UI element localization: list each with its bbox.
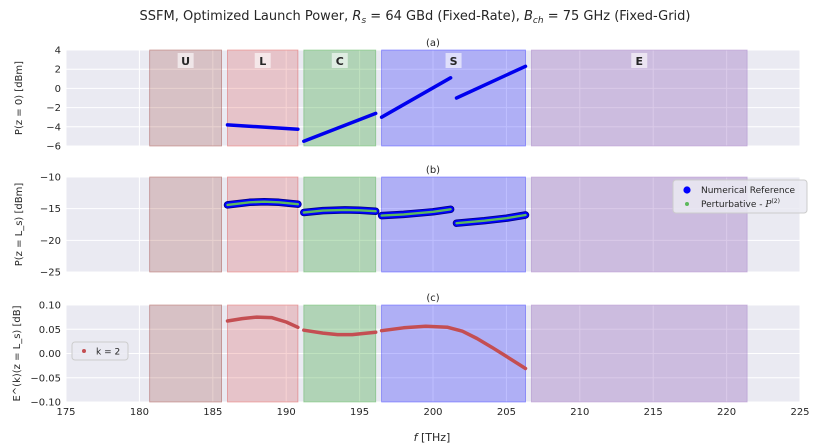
panel-2: (c) −0.10 −0.05 0.00 0.05 0.10 175 180 185 190 195… xyxy=(12,293,810,418)
band-label: E xyxy=(635,55,643,68)
y-axis-label: P(z = 0) [dBm] xyxy=(14,61,25,135)
panel-title: (a) xyxy=(426,38,440,49)
y-tick-label: −2 xyxy=(46,103,61,114)
legend-label-perturbative: Perturbative - P(2) xyxy=(701,198,780,210)
y-tick-label: 4 xyxy=(55,46,61,57)
x-tick-label: 215 xyxy=(644,407,663,418)
figure-suptitle: SSFM, Optimized Launch Power, Rs = 64 GB… xyxy=(140,9,691,26)
x-tick-label: 225 xyxy=(790,407,809,418)
band-label: C xyxy=(336,55,344,68)
launch-power-line xyxy=(454,64,528,100)
perturbative-line xyxy=(380,208,452,217)
y-tick-label: −10 xyxy=(40,173,61,184)
band-label: L xyxy=(259,55,266,68)
error-k2-line xyxy=(379,324,528,371)
band-label-box xyxy=(331,53,348,68)
x-tick-label: 220 xyxy=(717,407,736,418)
legend-label-numerical: Numerical Reference xyxy=(701,186,796,196)
y-tick-label: 2 xyxy=(55,65,61,76)
y-tick-label: −0.05 xyxy=(30,373,61,384)
band-label-box xyxy=(445,53,462,68)
x-tick-label: 180 xyxy=(130,407,149,418)
panel-title: (b) xyxy=(426,165,440,176)
x-tick-label: 190 xyxy=(277,407,296,418)
perturbative-line xyxy=(302,208,377,214)
y-axis-label: E^(k)(z = L_s) [dB] xyxy=(12,305,23,401)
launch-power-line xyxy=(225,123,300,131)
y-tick-label: −6 xyxy=(46,142,61,153)
band-label: S xyxy=(450,55,458,68)
x-tick-label: 200 xyxy=(423,407,442,418)
band-E xyxy=(530,304,748,403)
y-axis-label: P(z = L_s) [dBm] xyxy=(14,183,25,267)
legend-marker-perturbative xyxy=(685,202,689,206)
x-tick-label: 210 xyxy=(570,407,589,418)
band-C xyxy=(303,304,377,403)
legend-marker-numerical xyxy=(683,186,691,194)
panel-title: (c) xyxy=(426,293,439,304)
y-tick-label: −0.10 xyxy=(30,398,61,409)
launch-power-line xyxy=(379,76,453,119)
perturbative-line xyxy=(455,213,527,225)
band-label-box xyxy=(177,53,194,68)
y-tick-label: −20 xyxy=(40,236,61,247)
legend-label-k2: k = 2 xyxy=(96,348,120,358)
panel-0: U L C S E (a) −6 −4 −2 0 2 4 P(z = 0) [dBm] xyxy=(14,38,801,153)
band-L xyxy=(227,176,299,273)
y-tick-label: 0.05 xyxy=(39,325,61,336)
y-tick-label: 0 xyxy=(55,84,61,95)
y-tick-label: −15 xyxy=(40,204,61,215)
legend-marker-k2 xyxy=(82,349,86,353)
launch-power-line xyxy=(302,111,378,143)
y-tick-label: 0.10 xyxy=(39,301,61,312)
error-k2-line xyxy=(225,315,300,330)
band-label-box xyxy=(631,53,648,68)
y-tick-label: −4 xyxy=(46,122,61,133)
error-k2-line xyxy=(302,328,378,337)
x-tick-label: 205 xyxy=(497,407,516,418)
legend-box xyxy=(71,341,129,361)
y-tick-label: 0.00 xyxy=(39,349,61,360)
band-U xyxy=(149,176,223,273)
y-tick-label: −25 xyxy=(40,268,61,279)
band-U xyxy=(149,304,223,403)
x-tick-label: 175 xyxy=(56,407,75,418)
perturbative-line xyxy=(226,200,300,207)
panel-1: (b) −25 −20 −15 −10 P(z = L_s) [dBm] Numerical… xyxy=(14,165,808,279)
band-C xyxy=(303,176,377,273)
band-label: U xyxy=(181,55,190,68)
x-axis-label: f [THz] xyxy=(414,431,451,444)
legend-box xyxy=(672,179,808,214)
x-tick-label: 195 xyxy=(350,407,369,418)
x-tick-label: 185 xyxy=(203,407,222,418)
band-label-box xyxy=(254,53,271,68)
